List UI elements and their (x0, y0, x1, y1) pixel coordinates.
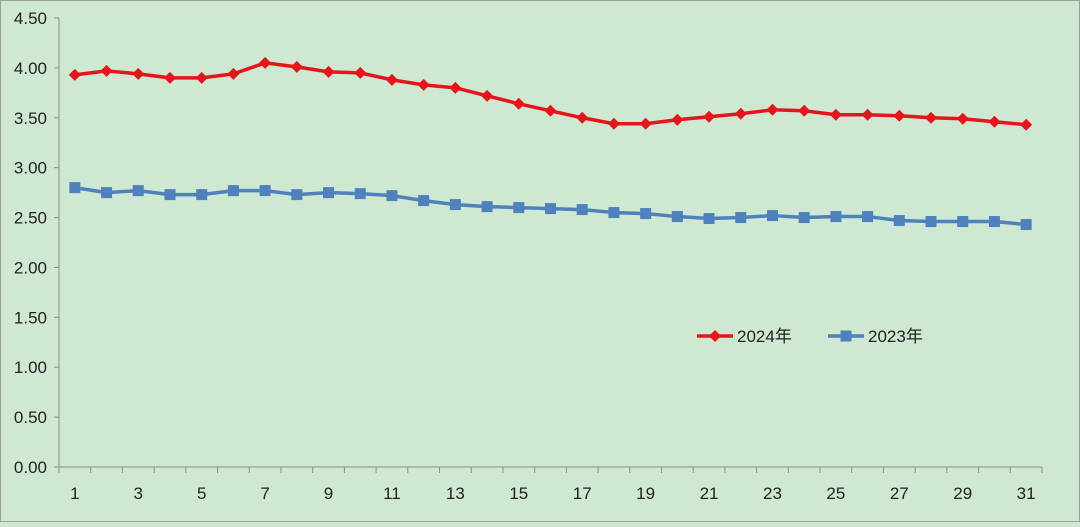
data-point (354, 188, 366, 200)
data-point (703, 213, 715, 225)
data-point (227, 185, 239, 197)
y-tick-label: 1.00 (14, 358, 47, 377)
data-point (893, 215, 905, 227)
data-point (640, 208, 652, 220)
data-point (735, 212, 747, 224)
data-point (829, 108, 842, 121)
data-point (449, 199, 461, 211)
data-point (354, 66, 367, 79)
data-point (417, 78, 430, 91)
data-point (988, 115, 1001, 128)
data-point (513, 202, 525, 214)
data-point (163, 71, 176, 84)
data-point (545, 203, 556, 215)
legend-marker (709, 330, 721, 342)
data-point (68, 68, 81, 81)
data-point (671, 211, 683, 223)
y-tick-label: 0.50 (14, 408, 47, 427)
legend-marker (840, 330, 852, 342)
data-point (734, 107, 747, 120)
data-point (227, 67, 240, 80)
data-point (925, 111, 938, 124)
x-tick-label: 19 (636, 484, 655, 503)
y-tick-label: 2.00 (14, 258, 47, 277)
data-point (291, 189, 303, 201)
data-point (544, 104, 557, 117)
data-point (418, 195, 430, 207)
y-tick-label: 1.50 (14, 308, 47, 327)
series-1 (68, 56, 1033, 131)
x-tick-label: 11 (383, 484, 401, 503)
x-tick-label: 25 (826, 484, 845, 503)
x-tick-label: 27 (890, 484, 909, 503)
data-point (259, 185, 271, 197)
data-point (132, 67, 145, 80)
data-point (766, 103, 779, 116)
series-2 (69, 182, 1032, 231)
y-tick-label: 4.00 (14, 59, 47, 78)
data-point (259, 56, 272, 69)
data-point (925, 216, 937, 228)
legend-item: 2024年 (697, 327, 792, 346)
y-tick-label: 3.00 (14, 159, 47, 178)
data-point (576, 204, 588, 216)
data-point (1020, 118, 1033, 131)
x-tick-label: 5 (197, 484, 206, 503)
data-point (132, 185, 144, 197)
x-tick-label: 29 (953, 484, 972, 503)
x-tick-label: 1 (70, 484, 79, 503)
data-point (703, 110, 716, 123)
data-point (639, 117, 652, 130)
data-point (1020, 219, 1032, 231)
legend-item: 2023年 (828, 327, 923, 346)
legend-label: 2024年 (737, 327, 792, 346)
data-point (385, 73, 398, 86)
data-point (798, 104, 811, 117)
y-tick-label: 4.50 (14, 9, 47, 28)
data-point (576, 111, 589, 124)
data-point (481, 89, 494, 102)
x-tick-label: 9 (324, 484, 333, 503)
x-tick-label: 23 (763, 484, 782, 503)
data-point (862, 211, 874, 223)
data-point (988, 216, 1000, 228)
y-tick-label: 0.00 (14, 458, 47, 477)
y-tick-label: 2.50 (14, 209, 47, 228)
y-tick-label: 3.50 (14, 109, 47, 128)
data-point (798, 212, 810, 224)
x-tick-label: 31 (1017, 484, 1036, 503)
data-point (386, 190, 398, 202)
x-tick-label: 17 (573, 484, 592, 503)
data-point (861, 108, 874, 121)
data-point (449, 81, 462, 94)
data-point (101, 187, 113, 199)
data-point (830, 211, 842, 223)
x-tick-label: 21 (700, 484, 719, 503)
data-point (290, 60, 303, 73)
data-point (481, 201, 493, 213)
data-point (322, 65, 335, 78)
data-point (512, 97, 525, 110)
data-point (69, 182, 81, 194)
data-point (164, 189, 176, 201)
data-point (957, 216, 969, 228)
data-point (195, 71, 208, 84)
x-tick-label: 15 (509, 484, 528, 503)
data-point (196, 189, 208, 201)
data-point (893, 109, 906, 122)
data-point (607, 117, 620, 130)
data-point (956, 112, 969, 125)
x-tick-label: 13 (446, 484, 465, 503)
x-tick-label: 3 (134, 484, 143, 503)
data-point (608, 207, 620, 219)
data-point (100, 64, 113, 77)
x-tick-label: 7 (260, 484, 269, 503)
data-point (323, 187, 335, 199)
legend-label: 2023年 (868, 327, 923, 346)
data-point (766, 210, 778, 222)
data-point (671, 113, 684, 126)
